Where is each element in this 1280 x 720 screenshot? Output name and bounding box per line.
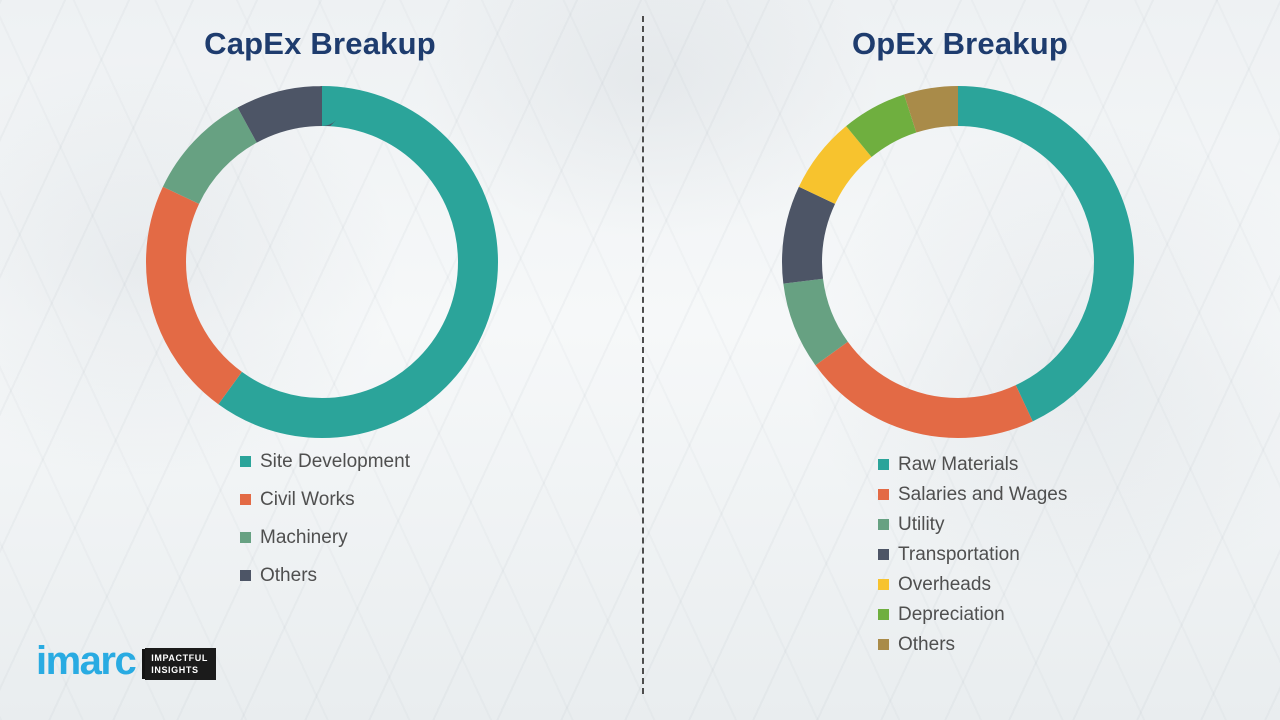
legend-item: Transportation — [878, 544, 1067, 565]
legend-item: Others — [240, 565, 410, 586]
legend-swatch — [240, 494, 251, 505]
capex-legend: Site Development Civil Works Machinery Othe… — [240, 451, 410, 586]
legend-label: Machinery — [260, 527, 348, 548]
capex-panel: CapEx Breakup Site Development Civil Work… — [146, 26, 498, 586]
legend-swatch — [878, 519, 889, 530]
legend-label: Raw Materials — [898, 454, 1019, 475]
legend-swatch — [878, 609, 889, 620]
legend-label: Depreciation — [898, 604, 1005, 625]
legend-item: Civil Works — [240, 489, 410, 510]
legend-item: Overheads — [878, 574, 1067, 595]
donut-chart-svg — [782, 86, 1134, 438]
tagline-line-1: IMPACTFUL — [151, 652, 208, 663]
imarc-logo: imarc IMPACTFUL INSIGHTS — [36, 641, 216, 681]
opex-chart-title: OpEx Breakup — [851, 26, 1069, 61]
legend-swatch — [240, 456, 251, 467]
imarc-logo-tagline: IMPACTFUL INSIGHTS — [145, 647, 216, 681]
donut-segment-salaries-and-wages — [782, 86, 1134, 438]
legend-swatch — [878, 489, 889, 500]
legend-label: Overheads — [898, 574, 991, 595]
legend-item: Machinery — [240, 527, 410, 548]
opex-panel: OpEx Breakup Raw Materials Salaries and W… — [640, 0, 1280, 720]
logo-divider-bar — [142, 649, 146, 679]
legend-swatch — [878, 639, 889, 650]
legend-item: Depreciation — [878, 604, 1067, 625]
legend-item: Salaries and Wages — [878, 484, 1067, 505]
legend-swatch — [878, 549, 889, 560]
legend-item: Site Development — [240, 451, 410, 472]
legend-label: Others — [898, 634, 956, 655]
legend-label: Utility — [898, 514, 945, 535]
legend-swatch — [878, 459, 889, 470]
opex-legend: Raw Materials Salaries and Wages Utility Tr… — [878, 454, 1067, 655]
legend-swatch — [878, 579, 889, 590]
legend-item: Others — [878, 634, 1067, 655]
opex-donut-chart — [782, 86, 1134, 438]
legend-label: Others — [260, 565, 318, 586]
legend-label: Salaries and Wages — [898, 484, 1068, 505]
imarc-logo-text: imarc — [36, 639, 137, 683]
donut-segment-others — [782, 86, 1134, 438]
legend-label: Transportation — [898, 544, 1020, 565]
legend-label: Site Development — [260, 451, 410, 472]
donut-segment-civil-works — [146, 86, 498, 438]
donut-chart-svg — [146, 86, 498, 438]
legend-item: Raw Materials — [878, 454, 1067, 475]
donut-segment-others — [146, 86, 498, 438]
legend-swatch — [240, 532, 251, 543]
capex-chart-title: CapEx Breakup — [204, 26, 436, 61]
donut-segment-transportation — [782, 86, 1134, 438]
legend-label: Civil Works — [260, 489, 355, 510]
legend-item: Utility — [878, 514, 1067, 535]
tagline-line-2: INSIGHTS — [151, 665, 199, 675]
legend-swatch — [240, 570, 251, 581]
capex-donut-chart — [146, 86, 498, 438]
divider-dashed-line — [642, 16, 644, 694]
